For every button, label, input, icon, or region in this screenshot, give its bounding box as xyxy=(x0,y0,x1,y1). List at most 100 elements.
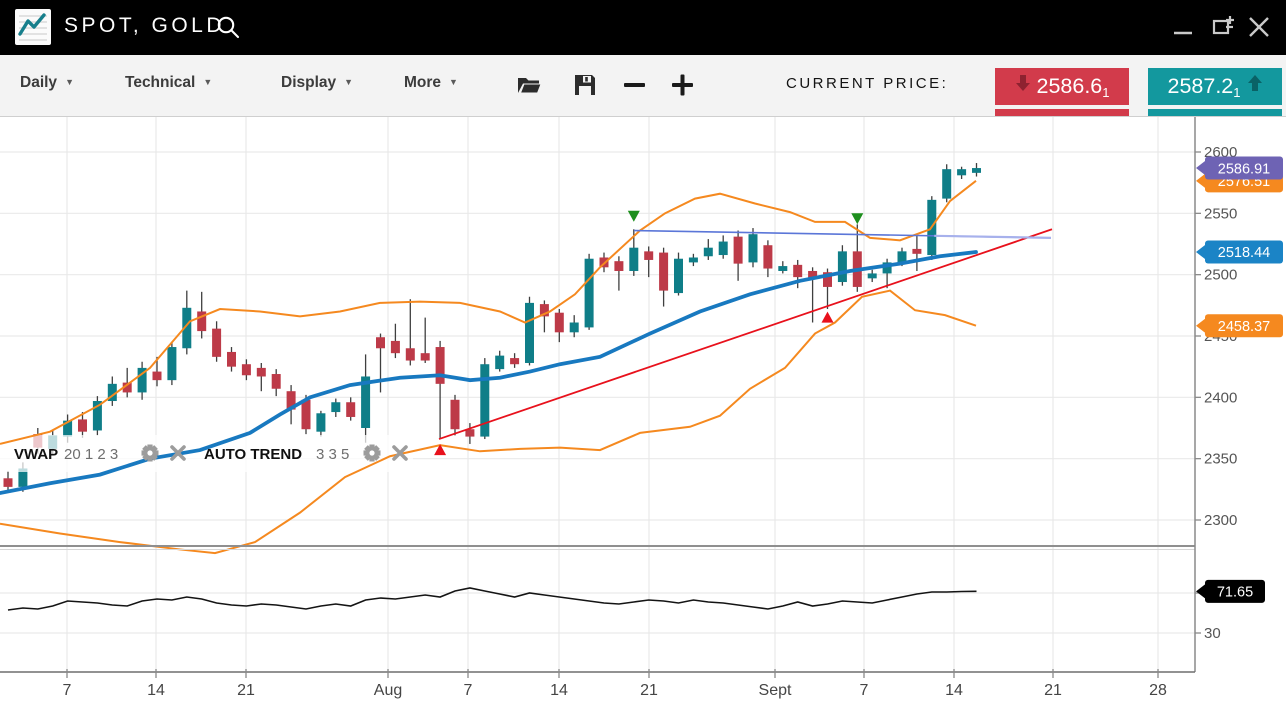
bid-pip: 1 xyxy=(1102,85,1110,100)
candle-body xyxy=(137,367,147,393)
candle-body xyxy=(301,399,311,430)
current-price-label: CURRENT PRICE: xyxy=(786,75,949,92)
new-window-button[interactable] xyxy=(1208,12,1238,42)
candle-body xyxy=(286,391,296,410)
candle-body xyxy=(376,337,385,349)
menu-technical[interactable]: Technical ▼ xyxy=(125,74,212,92)
x-axis-label: 7 xyxy=(63,682,72,699)
candle-body xyxy=(644,251,654,260)
candle-body xyxy=(361,376,371,429)
candle-body xyxy=(778,266,788,271)
chevron-down-icon: ▼ xyxy=(65,77,74,87)
menu-daily[interactable]: Daily ▼ xyxy=(20,74,74,92)
candle-body xyxy=(331,402,341,413)
chart-frame: 26002550250024502400235023003071421Aug71… xyxy=(0,117,1237,699)
candle-body xyxy=(882,262,892,274)
minimize-button[interactable] xyxy=(1168,12,1198,42)
oscillator-line xyxy=(7,587,977,611)
candle-body xyxy=(763,245,773,269)
arrow-down-icon xyxy=(1056,115,1062,116)
candle-body xyxy=(495,355,505,370)
menu-more[interactable]: More ▼ xyxy=(404,74,458,92)
candle-body xyxy=(823,272,832,287)
price-tag-body xyxy=(1205,579,1265,603)
candle-body xyxy=(942,169,952,199)
candle-body xyxy=(480,364,490,437)
candle-body xyxy=(241,364,251,376)
price-tag: 2518.44 xyxy=(1196,240,1283,264)
candle-body xyxy=(420,353,430,361)
save-button[interactable] xyxy=(570,70,600,100)
y-axis-label: 2550 xyxy=(1204,205,1237,222)
x-axis-label: 7 xyxy=(464,682,473,699)
vwap-line xyxy=(0,250,978,495)
sell-triangle-marker xyxy=(851,213,864,225)
menu-technical-label: Technical xyxy=(125,74,196,91)
auto-trend-settings-gear-icon[interactable] xyxy=(363,444,381,462)
x-axis-label: 21 xyxy=(640,682,658,699)
menu-display-label: Display xyxy=(281,74,337,91)
candle-body xyxy=(837,251,847,283)
vwap-label: VWAP xyxy=(14,446,58,463)
price-tag-body xyxy=(1205,156,1283,180)
price-tag-body xyxy=(1205,314,1283,338)
buy-triangle-marker xyxy=(821,311,834,323)
candle-body xyxy=(867,273,877,279)
candle-body xyxy=(256,367,266,377)
x-axis-label: 14 xyxy=(550,682,568,699)
arrow-up-icon xyxy=(1217,115,1219,116)
candle-body xyxy=(554,312,564,333)
bid-value: 2586.6 xyxy=(1036,74,1103,98)
price-tag: 2458.37 xyxy=(1196,314,1283,338)
candle-body xyxy=(167,347,177,381)
legend-backdrop xyxy=(0,435,413,472)
y-axis-label: 2300 xyxy=(1204,512,1237,529)
zoom-in-button[interactable] xyxy=(668,70,698,100)
auto-trend-red-line xyxy=(438,228,1053,440)
vwap-remove-close-icon[interactable] xyxy=(170,445,186,461)
price-tag-value: 2586.91 xyxy=(1218,161,1270,177)
ask-pip: 1 xyxy=(1233,85,1241,100)
candle-body xyxy=(405,348,415,361)
menu-display[interactable]: Display ▼ xyxy=(281,74,353,92)
candle-body xyxy=(718,241,728,256)
y-axis-label: 2350 xyxy=(1204,451,1237,468)
candle-body xyxy=(510,358,520,365)
x-axis-label: Sept xyxy=(759,682,792,699)
app-logo-icon xyxy=(15,9,51,45)
chart-svg[interactable]: 26002550250024502400235023003071421Aug71… xyxy=(0,117,1286,717)
candle-body xyxy=(629,247,639,271)
candle-body xyxy=(897,251,907,263)
x-axis-label: 21 xyxy=(1044,682,1062,699)
buy-triangle-marker xyxy=(434,444,447,456)
chevron-down-icon: ▼ xyxy=(344,77,354,87)
vwap-settings-gear-icon[interactable] xyxy=(141,444,159,462)
y-axis-label: 2400 xyxy=(1204,389,1237,406)
auto-trend-remove-close-icon[interactable] xyxy=(392,445,408,461)
menu-daily-label: Daily xyxy=(20,74,58,91)
ask-price-box: 2587.2 1 xyxy=(1148,68,1282,105)
candle-body xyxy=(212,328,222,357)
candle-body xyxy=(733,236,743,264)
open-file-button[interactable] xyxy=(514,70,544,100)
candle-body xyxy=(793,264,803,278)
candle-body xyxy=(539,304,549,317)
oscillator-axis-label: 30 xyxy=(1204,625,1221,642)
sell-triangle-marker xyxy=(627,210,640,222)
close-button[interactable] xyxy=(1244,12,1274,42)
menu-more-label: More xyxy=(404,74,442,91)
x-axis-label: 14 xyxy=(147,682,165,699)
candle-body xyxy=(465,429,475,437)
search-icon[interactable] xyxy=(215,14,241,40)
candle-body xyxy=(316,413,326,432)
candle-body xyxy=(972,168,981,173)
app-title: SPOT, GOLD xyxy=(64,14,226,37)
candle-body xyxy=(271,374,281,389)
price-tag-value: 2518.44 xyxy=(1218,245,1270,261)
candle-body xyxy=(152,371,162,381)
arrow-down-icon xyxy=(1015,74,1030,91)
ask-value: 2587.2 xyxy=(1167,74,1234,98)
x-axis-label: 7 xyxy=(860,682,869,699)
price-tag-tip xyxy=(1196,172,1207,190)
zoom-out-button[interactable] xyxy=(620,70,650,100)
